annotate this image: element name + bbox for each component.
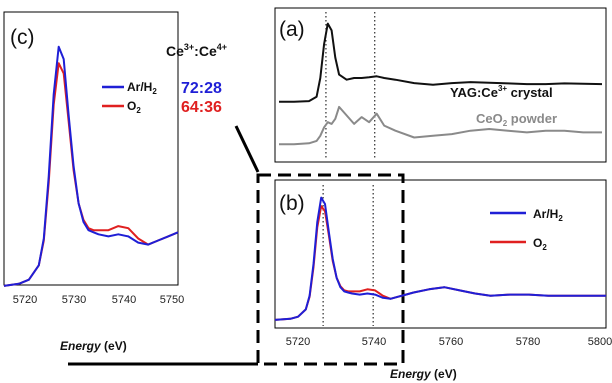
panel-c-x-ticks: 5720 5730 5740 5750 — [13, 294, 184, 306]
legend-c-ar-ratio: 72:28 — [181, 80, 222, 97]
tick-c-5720: 5720 — [13, 294, 37, 306]
panel-c-frame — [3, 11, 179, 286]
panel-a-ceo2-curve — [279, 105, 602, 146]
panel-a-ceo2-label: CeO2 powder — [476, 111, 557, 128]
panel-b-frame — [274, 179, 607, 329]
panel-a-yag-curve — [279, 22, 603, 103]
tick-c-5740: 5740 — [112, 294, 136, 306]
panel-c-o2-curve — [3, 62, 179, 287]
legend-c-o2-label: O2 — [127, 99, 141, 115]
panel-b-x-ticks: 5720 5740 5760 5780 5800 — [286, 336, 612, 348]
panel-b-ar-h2-curve — [274, 196, 606, 321]
legend-b-o2-label: O2 — [533, 236, 547, 252]
panel-a-frame — [274, 7, 607, 163]
panel-a-label: (a) — [279, 18, 305, 41]
legend-b-ar-label: Ar/H2 — [533, 207, 563, 223]
panel-b-plot — [274, 185, 606, 326]
tick-b-5720: 5720 — [286, 336, 310, 348]
panel-a-plot — [279, 12, 603, 160]
tick-b-5760: 5760 — [439, 336, 463, 348]
ratio-header: Ce3+:Ce4+ — [166, 42, 227, 59]
zoom-box — [256, 173, 405, 366]
tick-c-5750: 5750 — [160, 294, 184, 306]
panel-c-plot — [3, 45, 179, 287]
tick-c-5730: 5730 — [62, 294, 86, 306]
zoom-connector-top — [234, 125, 260, 173]
panel-b-x-label: Energy (eV) — [390, 367, 457, 381]
legend-c-o2-ratio: 64:36 — [181, 99, 222, 116]
tick-b-5800: 5800 — [588, 336, 612, 348]
panel-b-o2-curve — [274, 205, 606, 321]
tick-b-5740: 5740 — [362, 336, 386, 348]
tick-b-5780: 5780 — [516, 336, 540, 348]
panel-b-label: (b) — [279, 192, 305, 215]
panel-c-ar-h2-curve — [3, 45, 179, 287]
panel-c-x-label: Energy (eV) — [60, 339, 127, 353]
legend-c-ar-label: Ar/H2 — [127, 80, 157, 96]
panel-a-yag-label: YAG:Ce3+ crystal — [450, 84, 553, 100]
panel-c-label: (c) — [10, 26, 35, 49]
